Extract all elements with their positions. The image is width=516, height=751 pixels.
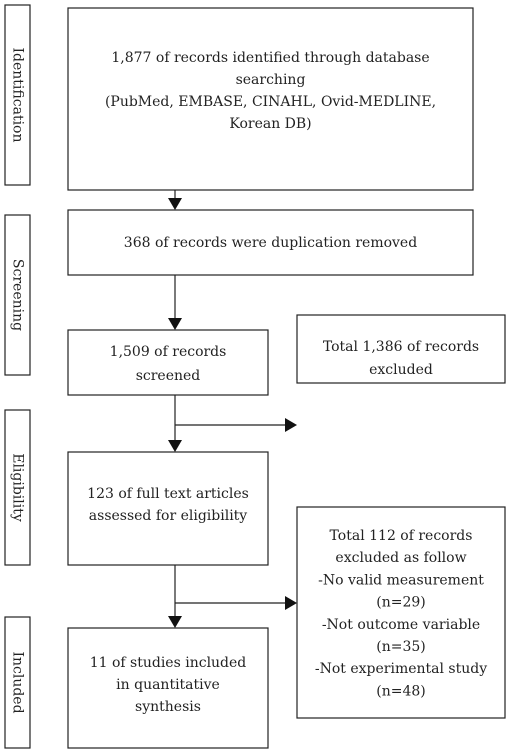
- box-text: synthesis: [135, 699, 201, 715]
- flow-box: [67, 7, 474, 191]
- box-text: 11 of studies included: [90, 655, 247, 671]
- arrows: [168, 190, 297, 628]
- flow-box: [67, 627, 269, 749]
- box-text: -Not outcome variable: [322, 617, 480, 633]
- flow-box: [67, 329, 269, 396]
- arrowhead: [285, 418, 297, 432]
- box-text: 1,877 of records identified through data…: [111, 50, 429, 66]
- flow-box: [67, 209, 474, 276]
- box-text: in quantitative: [116, 677, 220, 693]
- arrowhead: [168, 440, 182, 452]
- stage-label: Included: [10, 651, 26, 713]
- arrowhead: [168, 616, 182, 628]
- stage-box: [4, 214, 31, 376]
- box-text: (n=48): [376, 683, 426, 699]
- flow-box: [296, 314, 506, 384]
- box-text: 1,509 of records: [110, 344, 227, 360]
- box-text: assessed for eligibility: [89, 508, 248, 524]
- box-text: excluded as follow: [335, 550, 466, 566]
- arrowhead: [168, 198, 182, 210]
- arrowhead: [285, 596, 297, 610]
- stage-box: [4, 409, 31, 566]
- box-text: excluded: [369, 362, 433, 378]
- box-text: -No valid measurement: [318, 572, 484, 588]
- box-text: Total 112 of records: [330, 528, 473, 544]
- arrowhead: [168, 318, 182, 330]
- box-text: 123 of full text articles: [87, 486, 249, 502]
- stage-box: [4, 616, 31, 749]
- stage-box: [4, 4, 31, 186]
- box-text: screened: [136, 368, 201, 384]
- flow-box: [296, 506, 506, 719]
- flow-box: [67, 451, 269, 566]
- box-text: Korean DB): [229, 116, 311, 132]
- box-text: (n=29): [376, 595, 426, 611]
- box-text: -Not experimental study: [315, 661, 487, 677]
- box-text: (PubMed, EMBASE, CINAHL, Ovid-MEDLINE,: [105, 94, 436, 110]
- box-text: (n=35): [376, 639, 426, 655]
- box-text: 368 of records were duplication removed: [124, 235, 417, 251]
- stage-label: Screening: [10, 259, 26, 331]
- box-text: searching: [236, 72, 306, 88]
- box-text: Total 1,386 of records: [323, 339, 479, 355]
- stage-label: Eligibility: [10, 453, 26, 522]
- stage-label: Identification: [10, 48, 26, 143]
